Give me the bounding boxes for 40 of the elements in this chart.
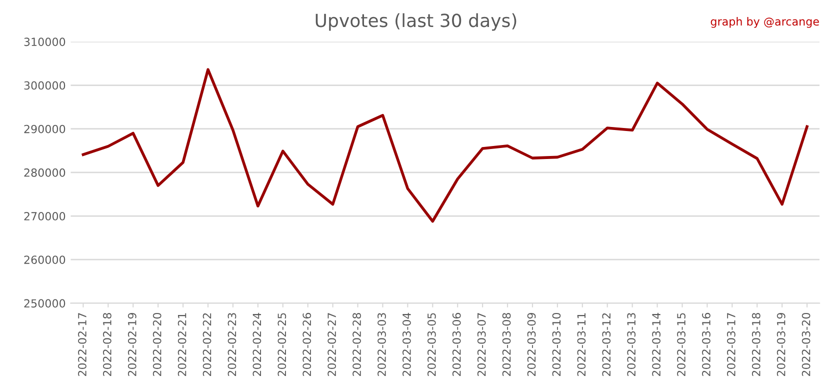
- x-tick-label: 2022-02-23: [228, 313, 236, 376]
- x-tick-label: 2022-03-18: [752, 312, 760, 376]
- x-tick-label: 2022-03-09: [527, 313, 536, 376]
- x-tick-label: 2022-03-17: [726, 313, 736, 376]
- x-tick-label: 2022-03-07: [477, 313, 486, 376]
- x-tick-label: 2022-03-13: [627, 313, 636, 376]
- x-tick-label: 2022-02-24: [252, 312, 262, 376]
- y-tick-label: 310000: [24, 38, 66, 46]
- x-tick-label: 2022-03-06: [452, 312, 461, 376]
- x-tick-label: 2022-02-27: [328, 313, 336, 376]
- y-tick-label: 250000: [24, 299, 66, 308]
- x-tick-label: 2022-03-20: [802, 312, 810, 376]
- x-tick-label: 2022-02-19: [128, 313, 136, 376]
- x-tick-label: 2022-03-08: [502, 312, 511, 376]
- x-tick-label: 2022-02-28: [352, 312, 361, 376]
- text: graph by @arcange: [710, 17, 819, 28]
- x-tick-label: 2022-02-25: [278, 313, 286, 376]
- x-tick-label: 2022-02-22: [202, 313, 212, 376]
- y-tick-label: 270000: [24, 212, 66, 220]
- line-series: [82, 68, 808, 223]
- y-tick-label: 280000: [24, 168, 66, 177]
- y-tick-label: 290000: [24, 124, 66, 134]
- x-tick-label: 2022-03-14: [652, 312, 661, 376]
- x-tick-label: 2022-03-05: [427, 313, 436, 376]
- x-tick-label: 2022-03-11: [577, 313, 586, 376]
- x-tick-label: 2022-02-18: [102, 312, 112, 376]
- chart-title: Upvotes (last 30 days): [316, 13, 516, 31]
- x-tick-label: 2022-03-12: [602, 313, 611, 376]
- x-tick-label: 2022-03-15: [677, 313, 686, 376]
- y-tick-label: 260000: [24, 256, 66, 264]
- x-tick-label: 2022-03-16: [702, 312, 710, 376]
- x-tick-label: 2022-03-19: [776, 313, 786, 376]
- x-tick-label: 2022-03-04: [402, 312, 411, 376]
- x-tick-label: 2022-03-10: [552, 312, 561, 376]
- x-tick-label: 2022-03-03: [378, 313, 386, 376]
- x-tick-label: 2022-02-20: [152, 312, 162, 376]
- x-tick-label: 2022-02-21: [178, 313, 186, 376]
- x-tick-label: 2022-02-17: [78, 313, 86, 376]
- x-tick-label: 2022-02-26: [302, 312, 312, 376]
- y-tick-label: 300000: [24, 81, 66, 90]
